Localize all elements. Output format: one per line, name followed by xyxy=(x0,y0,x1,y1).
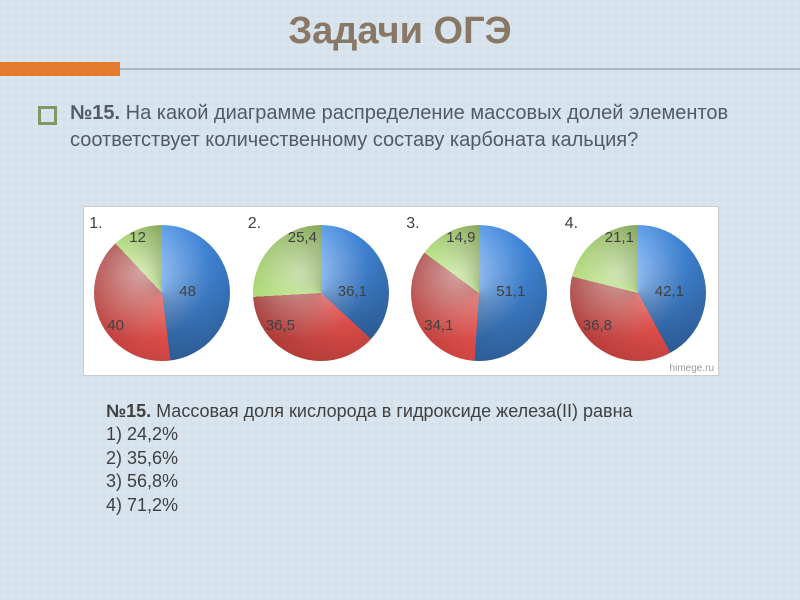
question-1: №15. На какой диаграмме распределение ма… xyxy=(70,100,750,154)
q1-text: На какой диаграмме распределение массовы… xyxy=(70,102,728,151)
pie-label-blue: 36,1 xyxy=(338,283,367,300)
pie-label-green: 14,9 xyxy=(446,229,475,246)
pie-label-green: 12 xyxy=(129,229,146,246)
q2-opt-3: 3) 56,8% xyxy=(106,471,178,491)
q2-opt-4: 4) 71,2% xyxy=(106,495,178,515)
page-title: Задачи ОГЭ xyxy=(0,10,800,53)
chart-number: 1. xyxy=(89,215,102,233)
chart-number: 3. xyxy=(406,215,419,233)
q2-text: Массовая доля кислорода в гидроксиде жел… xyxy=(156,401,632,421)
pie xyxy=(253,225,389,361)
pie-label-red: 40 xyxy=(107,317,124,334)
bullet-icon xyxy=(38,106,57,125)
pie-label-red: 36,8 xyxy=(583,317,612,334)
accent-bar xyxy=(0,62,120,76)
pie-label-red: 34,1 xyxy=(424,317,453,334)
pie-label-green: 21,1 xyxy=(605,229,634,246)
pie-chart: 1. 12 48 40 xyxy=(87,207,239,375)
watermark: himege.ru xyxy=(670,363,714,374)
q2-opt-2: 2) 35,6% xyxy=(106,448,178,468)
pie-chart: 3. 14,9 51,1 34,1 xyxy=(404,207,556,375)
chart-number: 2. xyxy=(248,215,261,233)
chart-number: 4. xyxy=(565,215,578,233)
accent-line xyxy=(120,68,800,70)
charts-strip: 1. 12 48 40 2. 25,4 36,1 36,5 3. 14,9 51,1 34,1 4. 21… xyxy=(83,206,719,376)
q2-label: №15. xyxy=(106,401,151,421)
pie xyxy=(94,225,230,361)
q2-opt-1: 1) 24,2% xyxy=(106,424,178,444)
pie xyxy=(411,225,547,361)
pie-label-blue: 51,1 xyxy=(496,283,525,300)
pie-label-blue: 42,1 xyxy=(655,283,684,300)
q1-label: №15. xyxy=(70,102,120,124)
question-2: №15. Массовая доля кислорода в гидроксид… xyxy=(106,400,750,517)
pie xyxy=(570,225,706,361)
pie-label-green: 25,4 xyxy=(288,229,317,246)
pie-chart: 2. 25,4 36,1 36,5 xyxy=(246,207,398,375)
pie-chart: 4. 21,1 42,1 36,8 xyxy=(563,207,715,375)
slide: Задачи ОГЭ №15. На какой диаграмме распр… xyxy=(0,0,800,600)
pie-label-red: 36,5 xyxy=(266,317,295,334)
pie-label-blue: 48 xyxy=(179,283,196,300)
